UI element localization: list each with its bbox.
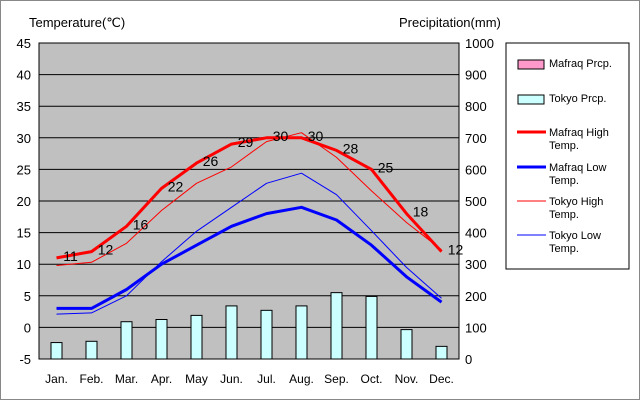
left-tick-label: 30: [17, 131, 31, 146]
legend-label: Tokyo Prcp.: [549, 93, 606, 105]
left-tick-label: 20: [17, 194, 31, 209]
precip-bar: [365, 295, 378, 360]
precip-bar: [85, 340, 98, 360]
right-tick-label: 1000: [465, 36, 494, 51]
month-label: Mar.: [115, 372, 138, 386]
precip-bar: [120, 321, 133, 360]
right-tick-label: 100: [465, 320, 487, 335]
data-label: 25: [378, 159, 394, 175]
left-tick-label: 15: [17, 226, 31, 241]
legend-label: Temp.: [549, 243, 579, 255]
data-label: 11: [63, 248, 78, 264]
data-label: 22: [168, 178, 184, 194]
month-label: Nov.: [395, 372, 419, 386]
month-label: Apr.: [151, 372, 172, 386]
right-tick-label: 400: [465, 226, 487, 241]
left-tick-label: 35: [17, 99, 31, 114]
data-label: 30: [308, 128, 324, 144]
temp-line: [56, 172, 442, 315]
plot-border: [38, 42, 460, 360]
data-label: 16: [133, 216, 149, 232]
legend-box: [505, 42, 630, 270]
precip-bar: [50, 342, 63, 360]
left-axis-ticks: -5 0 5 10 15 20 25 30 35 40 45: [17, 36, 31, 367]
temp-line: [56, 136, 443, 260]
precip-bar: [400, 329, 413, 360]
temp-line: [56, 132, 442, 266]
data-label: 30: [273, 128, 289, 144]
right-axis-ticks: 0 100 200 300 400 500 600 700 800 900 1000: [465, 36, 494, 367]
legend-label: Temp.: [549, 209, 579, 221]
month-label: Jul.: [257, 372, 276, 386]
legend-label: Temp.: [549, 140, 579, 152]
right-tick-label: 200: [465, 289, 487, 304]
right-tick-label: 600: [465, 162, 487, 177]
data-label: 18: [413, 204, 429, 220]
precip-bar: [190, 314, 203, 360]
month-label: Jan.: [45, 372, 68, 386]
precip-bar: [435, 345, 448, 360]
left-tick-label: -5: [19, 352, 31, 367]
right-tick-label: 500: [465, 194, 487, 209]
legend-swatch: [517, 59, 545, 70]
x-axis-ticks: Jan. Feb. Mar. Apr. May Jun. Jul. Aug. Sep. Oct. N…: [45, 372, 454, 386]
data-label: 28: [343, 140, 359, 156]
legend-label: Tokyo Low: [549, 230, 601, 242]
legend-label: Mafraq Prcp.: [549, 58, 612, 70]
right-tick-label: 300: [465, 257, 487, 272]
precipitation-bars: [50, 292, 448, 360]
data-label: 29: [238, 134, 254, 150]
left-tick-label: 10: [17, 257, 31, 272]
month-label: Aug.: [289, 372, 314, 386]
legend-label: Mafraq High: [549, 127, 609, 139]
legend: Mafraq Prcp.Tokyo Prcp.Mafraq HighTemp.M…: [517, 58, 612, 255]
month-label: Feb.: [79, 372, 103, 386]
precip-bar: [295, 305, 308, 360]
right-tick-label: 0: [465, 352, 472, 367]
left-tick-label: 0: [24, 320, 31, 335]
legend-swatch: [517, 94, 545, 105]
month-label: Sep.: [324, 372, 349, 386]
data-label: 12: [98, 242, 114, 258]
precip-bar: [155, 319, 168, 360]
left-tick-label: 40: [17, 68, 31, 83]
data-label: 12: [448, 242, 464, 258]
left-axis-title: Temperature(℃): [29, 15, 125, 30]
right-tick-label: 900: [465, 68, 487, 83]
data-label: 26: [203, 153, 219, 169]
precip-bar: [225, 305, 238, 360]
right-axis-title: Precipitation(mm): [399, 15, 501, 30]
legend-label: Tokyo High: [549, 196, 603, 208]
left-tick-label: 25: [17, 162, 31, 177]
temperature-lines: [56, 132, 443, 315]
temp-line: [56, 205, 443, 310]
month-label: Dec.: [429, 372, 454, 386]
right-tick-label: 700: [465, 131, 487, 146]
precip-bar: [260, 309, 273, 360]
left-tick-label: 5: [24, 289, 31, 304]
precip-bar: [330, 292, 343, 360]
legend-label: Temp.: [549, 175, 579, 187]
month-label: Oct.: [360, 372, 382, 386]
right-tick-label: 800: [465, 99, 487, 114]
month-label: May: [185, 372, 208, 386]
gridlines: [38, 42, 460, 360]
legend-label: Mafraq Low: [549, 162, 607, 174]
data-labels: 11 12 16 22 26 29 30 30 28 25 18 12: [63, 128, 463, 264]
month-label: Jun.: [220, 372, 243, 386]
left-tick-label: 45: [17, 36, 31, 51]
